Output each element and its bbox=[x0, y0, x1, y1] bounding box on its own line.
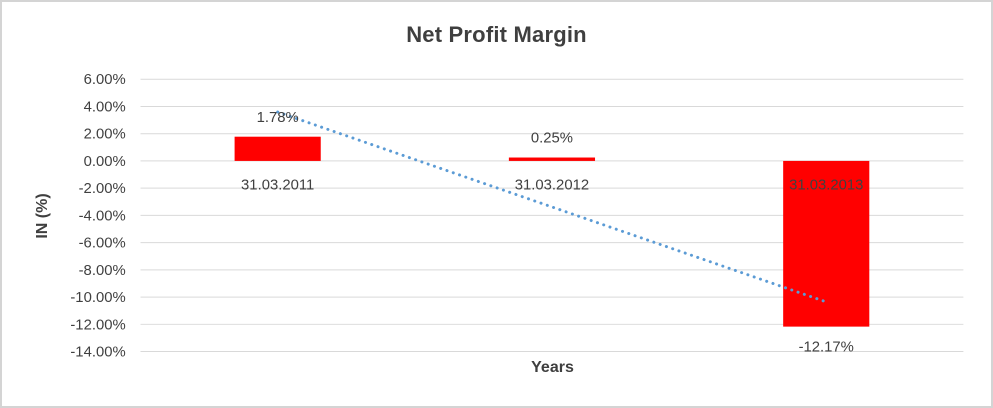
y-tick-label: 2.00% bbox=[84, 127, 126, 143]
y-tick-label: -4.00% bbox=[79, 208, 126, 224]
bar bbox=[234, 136, 321, 161]
data-label: -12.17% bbox=[799, 339, 854, 355]
bar bbox=[783, 160, 870, 327]
y-tick-label: 6.00% bbox=[84, 72, 126, 88]
y-tick-label: 4.00% bbox=[84, 99, 126, 115]
y-tick-label: -6.00% bbox=[79, 236, 126, 252]
data-label: 1.78% bbox=[257, 110, 299, 126]
y-tick-label: -12.00% bbox=[70, 317, 125, 333]
chart-title: Net Profit Margin bbox=[406, 22, 587, 47]
category-label: 31.03.2013 bbox=[789, 178, 863, 194]
category-label: 31.03.2012 bbox=[515, 178, 589, 194]
y-tick-label: -10.00% bbox=[70, 290, 125, 306]
data-label: 0.25% bbox=[531, 131, 573, 147]
bar bbox=[508, 157, 596, 161]
y-tick-label: -14.00% bbox=[70, 344, 125, 360]
x-axis-title: Years bbox=[531, 359, 574, 376]
trendline bbox=[276, 110, 828, 304]
y-tick-label: -8.00% bbox=[79, 263, 126, 279]
category-label: 31.03.2011 bbox=[241, 178, 314, 194]
y-tick-label: -2.00% bbox=[79, 181, 126, 197]
y-tick-label: 0.00% bbox=[84, 154, 126, 170]
